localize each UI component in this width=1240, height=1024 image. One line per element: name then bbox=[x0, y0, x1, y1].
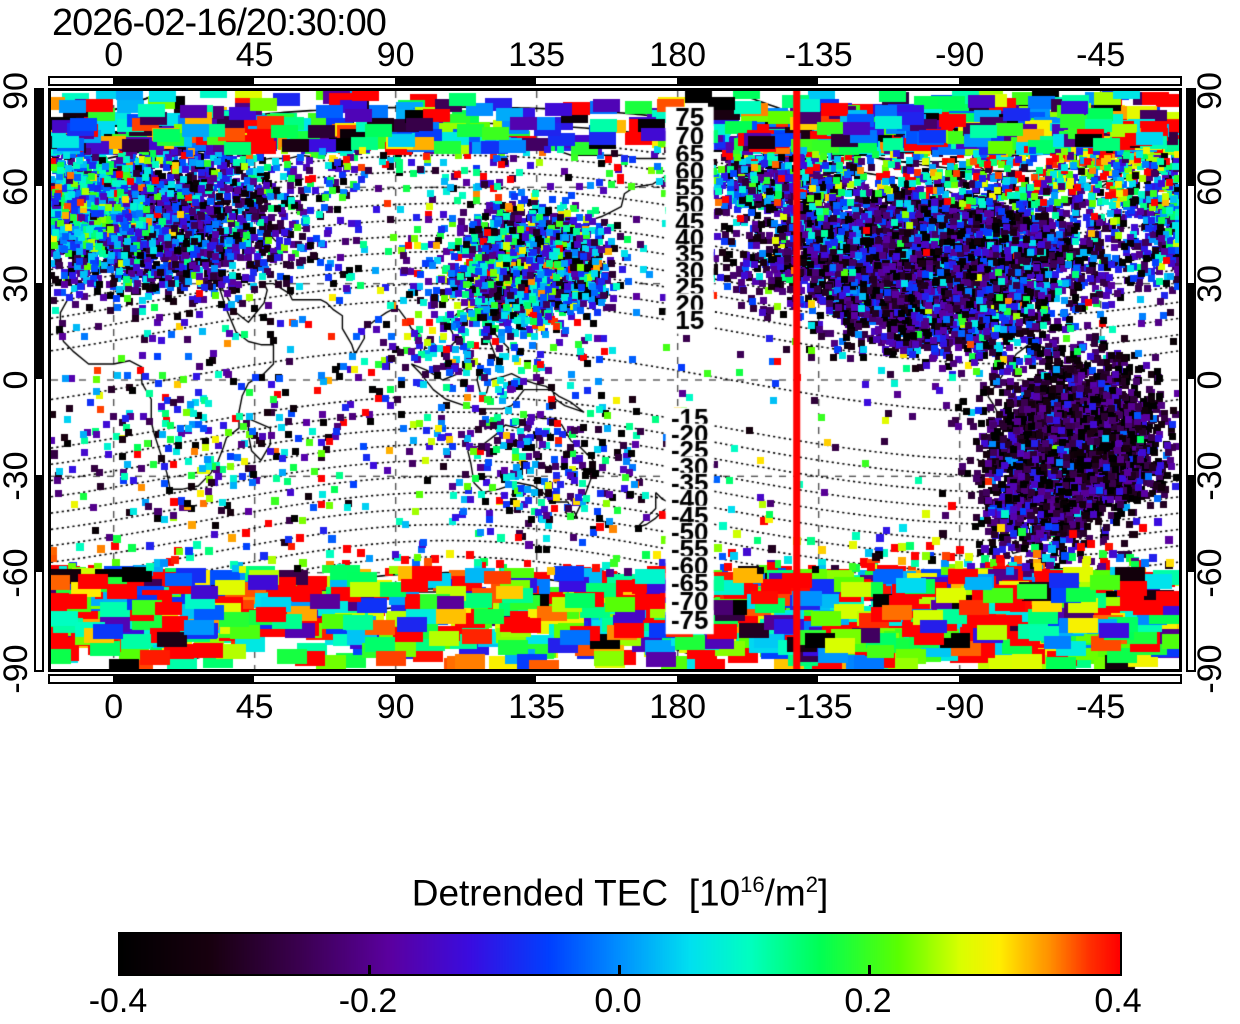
x-tick-label-bot: 90 bbox=[376, 688, 415, 726]
y-tick-label-left: 60 bbox=[0, 168, 35, 207]
page-title: 2026-02-16/20:30:00 bbox=[52, 2, 387, 44]
colorbar-tick-label: 0.2 bbox=[844, 982, 892, 1020]
x-tick-label-bot: 0 bbox=[104, 688, 124, 726]
x-tick-label-bot: 45 bbox=[235, 688, 274, 726]
x-tick-label-top: 180 bbox=[649, 36, 707, 74]
colorbar-title: Detrended TEC [1016/m2] bbox=[0, 872, 1240, 914]
colorbar-title-text: Detrended TEC bbox=[411, 872, 669, 914]
axis-segment bbox=[36, 475, 42, 572]
map-plot-area[interactable] bbox=[48, 88, 1182, 672]
axis-segment bbox=[36, 282, 42, 379]
axis-segment bbox=[112, 78, 254, 84]
y-tick-label-right: -60 bbox=[1191, 548, 1229, 598]
colorbar-tick bbox=[868, 965, 871, 976]
y-tick-label-right: 30 bbox=[1191, 264, 1229, 303]
colorbar-units-tail-exponent: 2 bbox=[805, 872, 818, 897]
x-tick-label-top: 45 bbox=[235, 36, 274, 74]
y-tick-label-right: -30 bbox=[1191, 451, 1229, 501]
axis-segment bbox=[958, 78, 1100, 84]
colorbar-tick-label: -0.2 bbox=[338, 982, 398, 1020]
x-tick-label-top: -45 bbox=[1076, 36, 1126, 74]
colorbar-ticks bbox=[118, 932, 1122, 976]
y-tick-label-left: -60 bbox=[0, 548, 35, 598]
y-tick-label-left: 0 bbox=[0, 370, 35, 390]
colorbar-units-tail: /m bbox=[764, 872, 806, 914]
y-tick-label-right: -90 bbox=[1191, 644, 1229, 694]
x-tick-label-bot: -45 bbox=[1076, 688, 1126, 726]
x-tick-label-bot: 135 bbox=[508, 688, 566, 726]
x-tick-label-top: 0 bbox=[104, 36, 124, 74]
y-tick-label-right: 0 bbox=[1191, 370, 1229, 390]
axis-segment bbox=[958, 676, 1100, 682]
axis-bar-top bbox=[48, 76, 1182, 86]
axis-segment bbox=[1188, 90, 1194, 187]
axis-segment bbox=[394, 676, 536, 682]
axis-segment bbox=[394, 78, 536, 84]
axis-bar-left bbox=[34, 88, 44, 672]
colorbar-tick-label: 0.0 bbox=[594, 982, 642, 1020]
colorbar-tick bbox=[368, 965, 371, 976]
y-tick-label-left: 90 bbox=[0, 72, 35, 110]
y-tick-label-right: 90 bbox=[1191, 72, 1229, 110]
axis-bar-right bbox=[1186, 88, 1196, 672]
colorbar-units-open: [10 bbox=[688, 872, 741, 914]
y-tick-label-right: 60 bbox=[1191, 168, 1229, 207]
tec-map-canvas bbox=[51, 91, 1179, 669]
colorbar-units-close: ] bbox=[817, 872, 829, 914]
x-tick-label-bot: -135 bbox=[784, 688, 853, 726]
y-tick-label-left: -30 bbox=[0, 451, 35, 501]
axis-segment bbox=[112, 676, 254, 682]
colorbar-tick bbox=[618, 965, 621, 976]
x-tick-label-top: 90 bbox=[376, 36, 415, 74]
x-tick-label-bot: 180 bbox=[649, 688, 707, 726]
x-tick-label-top: 135 bbox=[508, 36, 566, 74]
y-tick-label-left: -90 bbox=[0, 644, 35, 694]
y-tick-label-left: 30 bbox=[0, 264, 35, 303]
axis-segment bbox=[676, 78, 818, 84]
colorbar-units-exponent: 16 bbox=[740, 872, 765, 897]
colorbar-tick-label: -0.4 bbox=[88, 982, 148, 1020]
axis-bar-bottom bbox=[48, 674, 1182, 684]
x-tick-label-top: -135 bbox=[784, 36, 853, 74]
axis-segment bbox=[1188, 475, 1194, 572]
axis-segment bbox=[1188, 282, 1194, 379]
axis-segment bbox=[676, 676, 818, 682]
x-tick-label-bot: -90 bbox=[935, 688, 985, 726]
x-tick-label-top: -90 bbox=[935, 36, 985, 74]
axis-segment bbox=[36, 90, 42, 187]
colorbar-tick-label: 0.4 bbox=[1094, 982, 1142, 1020]
